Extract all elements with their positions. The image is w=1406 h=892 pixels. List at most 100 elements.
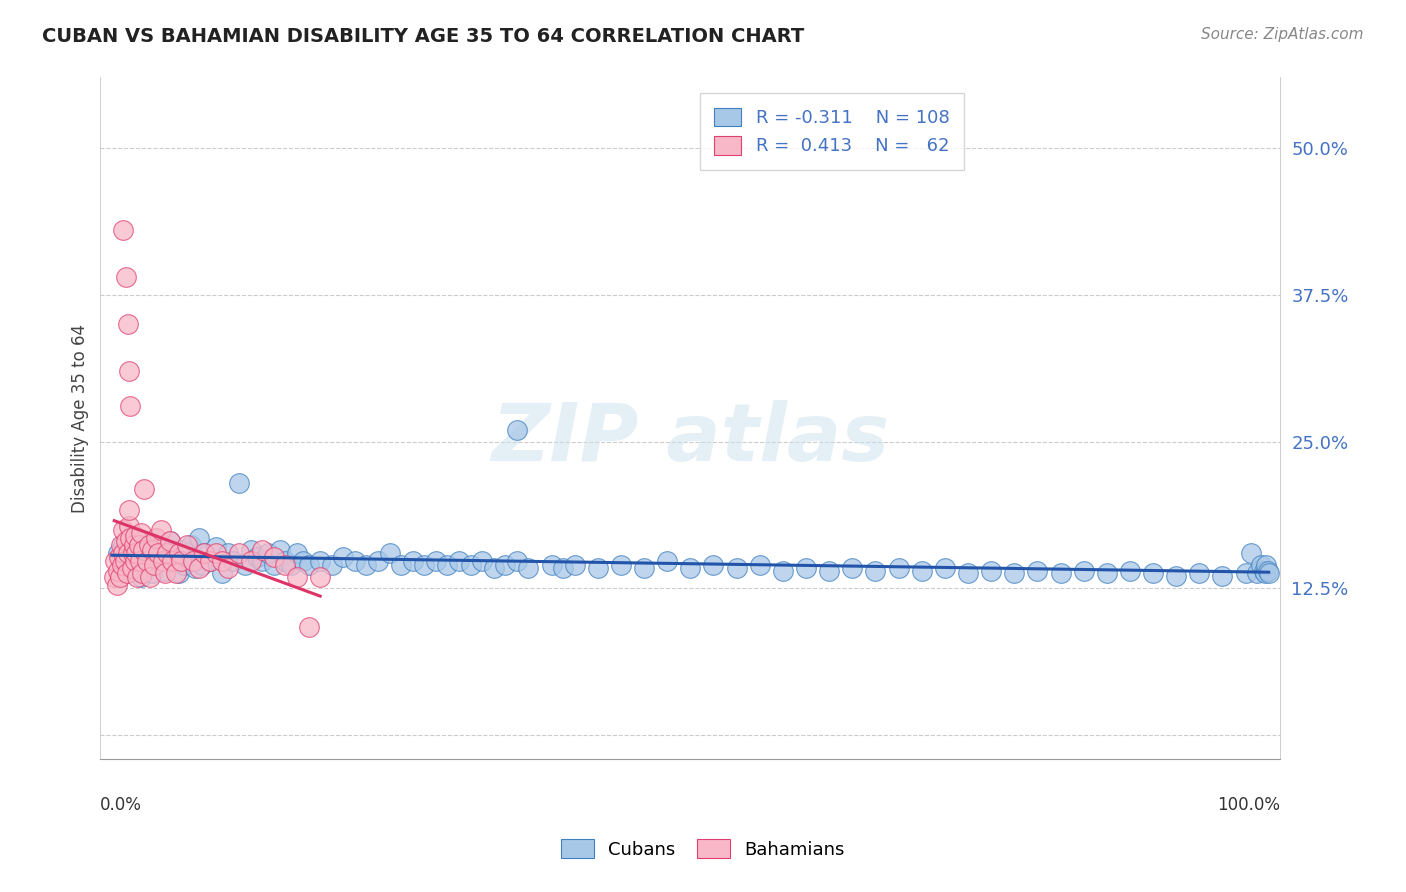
Point [321, 558, 343, 572]
Point [104, 554, 127, 568]
Point [138, 538, 160, 552]
Point [274, 554, 297, 568]
Point [121, 561, 143, 575]
Point [148, 546, 170, 560]
Point [274, 558, 297, 572]
Point [205, 546, 228, 560]
Point [176, 538, 198, 552]
Point [103, 570, 125, 584]
Point [141, 566, 163, 581]
Point [160, 554, 183, 568]
Point [153, 566, 176, 581]
Point [176, 546, 198, 560]
Point [506, 423, 529, 437]
Point [1026, 564, 1049, 578]
Point [1049, 566, 1071, 581]
Point [217, 561, 239, 575]
Point [141, 542, 163, 557]
Point [702, 558, 724, 572]
Point [167, 546, 190, 560]
Point [170, 554, 193, 568]
Point [122, 538, 145, 552]
Point [114, 554, 136, 568]
Point [794, 561, 817, 575]
Point [297, 620, 319, 634]
Text: CUBAN VS BAHAMIAN DISABILITY AGE 35 TO 64 CORRELATION CHART: CUBAN VS BAHAMIAN DISABILITY AGE 35 TO 6… [42, 27, 804, 45]
Point [138, 558, 160, 572]
Point [170, 542, 193, 557]
Point [149, 538, 172, 552]
Point [167, 566, 190, 581]
Point [129, 570, 152, 584]
Point [633, 561, 655, 575]
Point [117, 317, 139, 331]
Point [551, 561, 574, 575]
Point [1253, 564, 1275, 578]
Point [108, 549, 131, 564]
Point [356, 558, 378, 572]
Point [1211, 568, 1233, 582]
Point [120, 531, 142, 545]
Point [193, 546, 215, 560]
Point [111, 558, 134, 572]
Point [108, 570, 131, 584]
Point [1142, 566, 1164, 581]
Point [309, 554, 332, 568]
Point [228, 475, 250, 490]
Point [149, 523, 172, 537]
Point [343, 554, 366, 568]
Point [269, 542, 291, 557]
Point [1240, 546, 1263, 560]
Point [506, 554, 529, 568]
Point [132, 542, 155, 557]
Point [436, 558, 458, 572]
Point [114, 270, 136, 285]
Point [180, 538, 202, 552]
Point [252, 542, 274, 557]
Point [471, 554, 494, 568]
Text: 100.0%: 100.0% [1218, 797, 1281, 814]
Point [134, 549, 156, 564]
Point [564, 558, 586, 572]
Point [160, 554, 183, 568]
Point [127, 531, 149, 545]
Point [112, 538, 135, 552]
Point [367, 554, 389, 568]
Point [460, 558, 482, 572]
Point [152, 554, 174, 568]
Point [980, 564, 1002, 578]
Point [1256, 558, 1278, 572]
Point [263, 558, 285, 572]
Point [252, 554, 274, 568]
Legend: Cubans, Bahamians: Cubans, Bahamians [551, 829, 855, 870]
Point [1250, 558, 1272, 572]
Point [934, 561, 956, 575]
Point [156, 546, 179, 560]
Point [153, 564, 176, 578]
Point [1166, 568, 1188, 582]
Text: 0.0%: 0.0% [100, 797, 142, 814]
Point [193, 546, 215, 560]
Point [117, 546, 139, 560]
Point [257, 546, 280, 560]
Point [128, 554, 150, 568]
Point [114, 566, 136, 581]
Point [1246, 566, 1268, 581]
Point [114, 534, 136, 549]
Point [156, 546, 179, 560]
Point [865, 564, 887, 578]
Point [1188, 566, 1211, 581]
Point [285, 570, 308, 584]
Point [118, 364, 141, 378]
Point [139, 570, 162, 584]
Point [181, 554, 204, 568]
Point [112, 223, 135, 237]
Point [263, 549, 285, 564]
Point [110, 538, 132, 552]
Point [181, 554, 204, 568]
Point [309, 570, 332, 584]
Point [125, 546, 148, 560]
Point [239, 554, 262, 568]
Point [482, 561, 505, 575]
Point [118, 502, 141, 516]
